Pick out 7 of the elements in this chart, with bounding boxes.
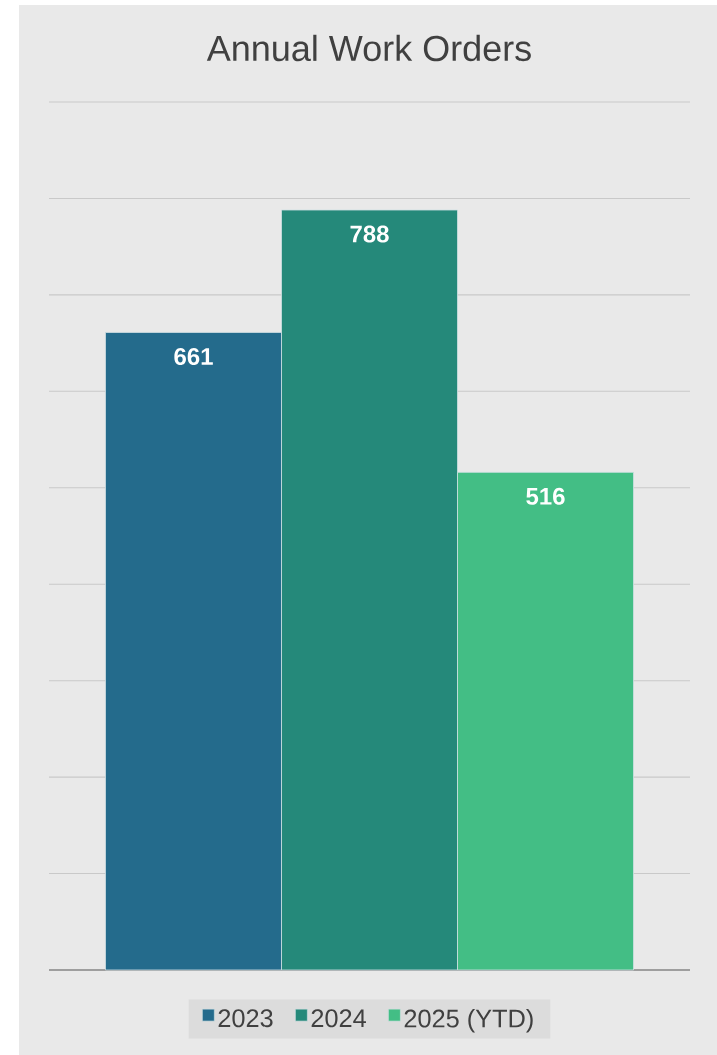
data-label: 516 [526, 487, 565, 505]
data-label: 788 [350, 225, 389, 243]
legend-label: 2025 (YTD) [404, 1008, 533, 1033]
legend-label: 2024 [311, 1009, 366, 1028]
data-label: 661 [174, 347, 213, 365]
chart-title: Annual Work Orders [206, 34, 531, 62]
legend-label: 2023 [218, 1009, 273, 1028]
